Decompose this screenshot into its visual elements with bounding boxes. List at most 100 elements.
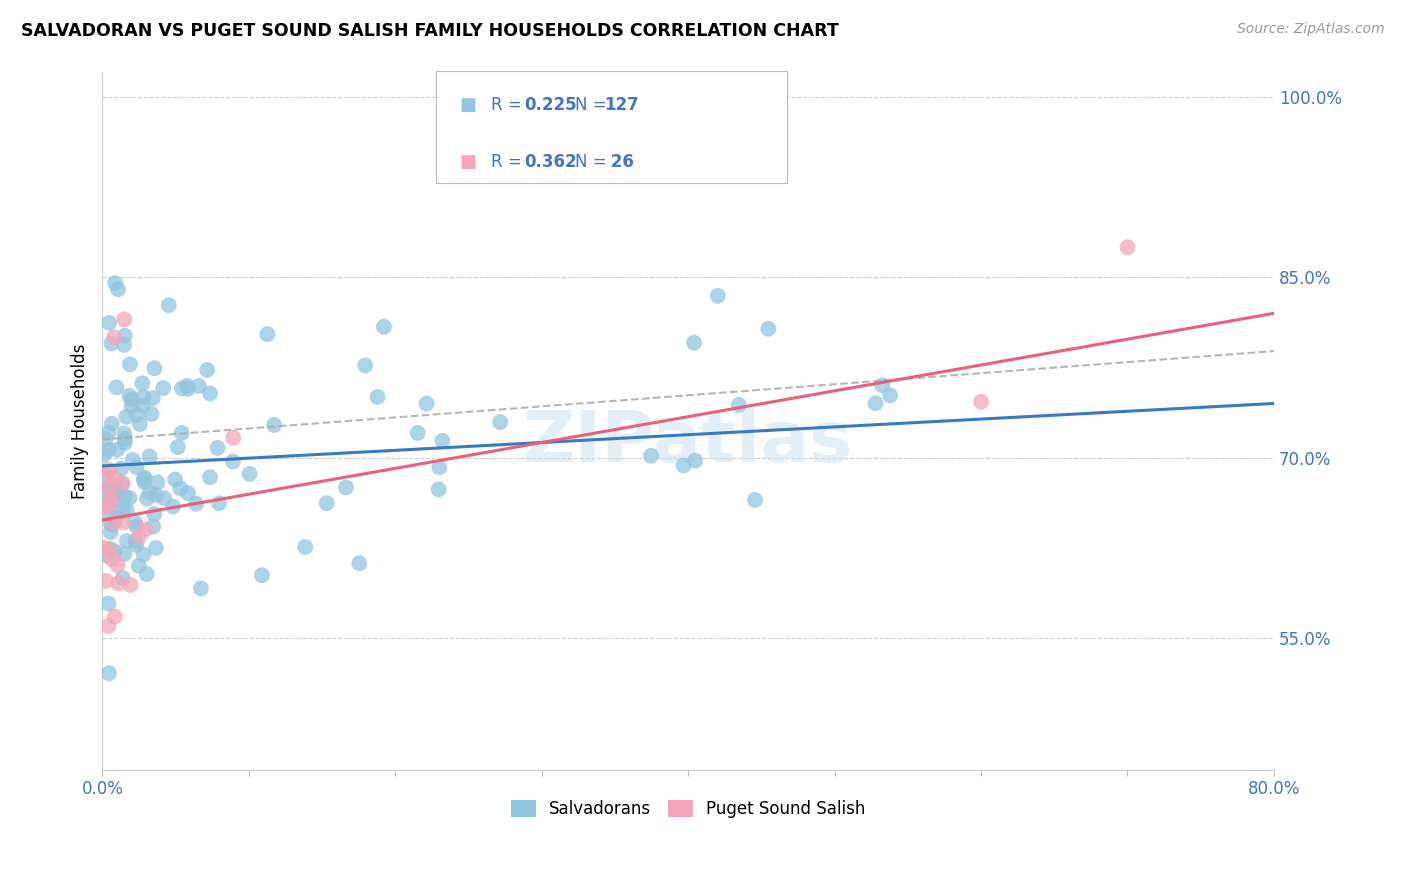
Text: N =: N = [575, 96, 612, 114]
Point [195, 363, 218, 377]
Point [143, 361, 166, 376]
Point [112, 516, 135, 530]
Point [187, 379, 209, 393]
Text: R =: R = [491, 96, 527, 114]
Point [184, 497, 207, 511]
Point [198, 470, 221, 484]
Point [207, 441, 229, 455]
Point [94, 483, 117, 498]
Point [100, 497, 122, 511]
Point [105, 380, 128, 394]
Point [170, 381, 193, 395]
Point [107, 576, 129, 591]
Point [115, 409, 138, 424]
Point [222, 454, 245, 468]
Point [756, 322, 779, 336]
Point [165, 473, 187, 487]
Point [683, 335, 706, 350]
Point [107, 484, 129, 499]
Point [98, 316, 121, 330]
Point [263, 417, 285, 432]
Point [727, 398, 749, 412]
Point [707, 289, 730, 303]
Point [121, 399, 143, 413]
Point [94, 574, 117, 588]
Point [132, 472, 155, 486]
Point [146, 475, 169, 490]
Text: ■: ■ [460, 153, 477, 171]
Point [138, 485, 160, 500]
Point [367, 390, 389, 404]
Point [970, 394, 993, 409]
Point [134, 523, 156, 537]
Point [94, 500, 117, 514]
Point [125, 538, 148, 552]
Point [115, 503, 138, 517]
Point [157, 298, 180, 312]
Point [112, 312, 135, 326]
Point [104, 609, 127, 624]
Point [107, 282, 129, 296]
Point [124, 533, 146, 548]
Point [132, 399, 155, 413]
Point [98, 542, 121, 557]
Point [136, 491, 159, 506]
Text: ZIPatlas: ZIPatlas [523, 408, 853, 477]
Point [97, 442, 120, 457]
Point [100, 509, 122, 524]
Point [98, 666, 121, 681]
Point [110, 461, 132, 475]
Point [222, 431, 245, 445]
Point [114, 547, 136, 561]
Point [170, 425, 193, 440]
Point [489, 415, 512, 429]
Point [105, 510, 128, 524]
Point [101, 417, 124, 431]
Point [683, 453, 706, 467]
Point [93, 482, 115, 496]
Text: N =: N = [575, 153, 612, 171]
Text: 26: 26 [605, 153, 634, 171]
Point [100, 525, 122, 540]
Point [129, 417, 152, 431]
Point [104, 544, 127, 558]
Point [100, 516, 122, 531]
Point [177, 486, 200, 500]
Point [640, 449, 662, 463]
Point [153, 491, 176, 506]
Point [870, 378, 893, 392]
Point [125, 408, 148, 422]
Point [134, 470, 156, 484]
Text: 0.225: 0.225 [524, 96, 576, 114]
Point [208, 496, 231, 510]
Point [132, 548, 155, 562]
Point [865, 396, 887, 410]
Point [138, 450, 160, 464]
Point [114, 490, 136, 504]
Point [198, 386, 221, 401]
Point [103, 486, 125, 500]
Point [97, 597, 120, 611]
Point [94, 432, 117, 446]
Point [406, 425, 429, 440]
Point [105, 442, 128, 457]
Point [96, 549, 118, 563]
Point [142, 391, 165, 405]
Point [118, 491, 141, 505]
Point [166, 440, 188, 454]
Point [101, 517, 124, 532]
Point [131, 376, 153, 391]
Point [118, 357, 141, 371]
Point [98, 541, 121, 556]
Point [335, 480, 357, 494]
Point [145, 488, 167, 502]
Point [427, 460, 450, 475]
Point [107, 558, 129, 573]
Point [93, 541, 115, 555]
Point [103, 330, 125, 344]
Point [100, 336, 122, 351]
Point [427, 483, 450, 497]
Point [125, 520, 148, 534]
Point [121, 452, 143, 467]
Text: ■: ■ [460, 96, 477, 114]
